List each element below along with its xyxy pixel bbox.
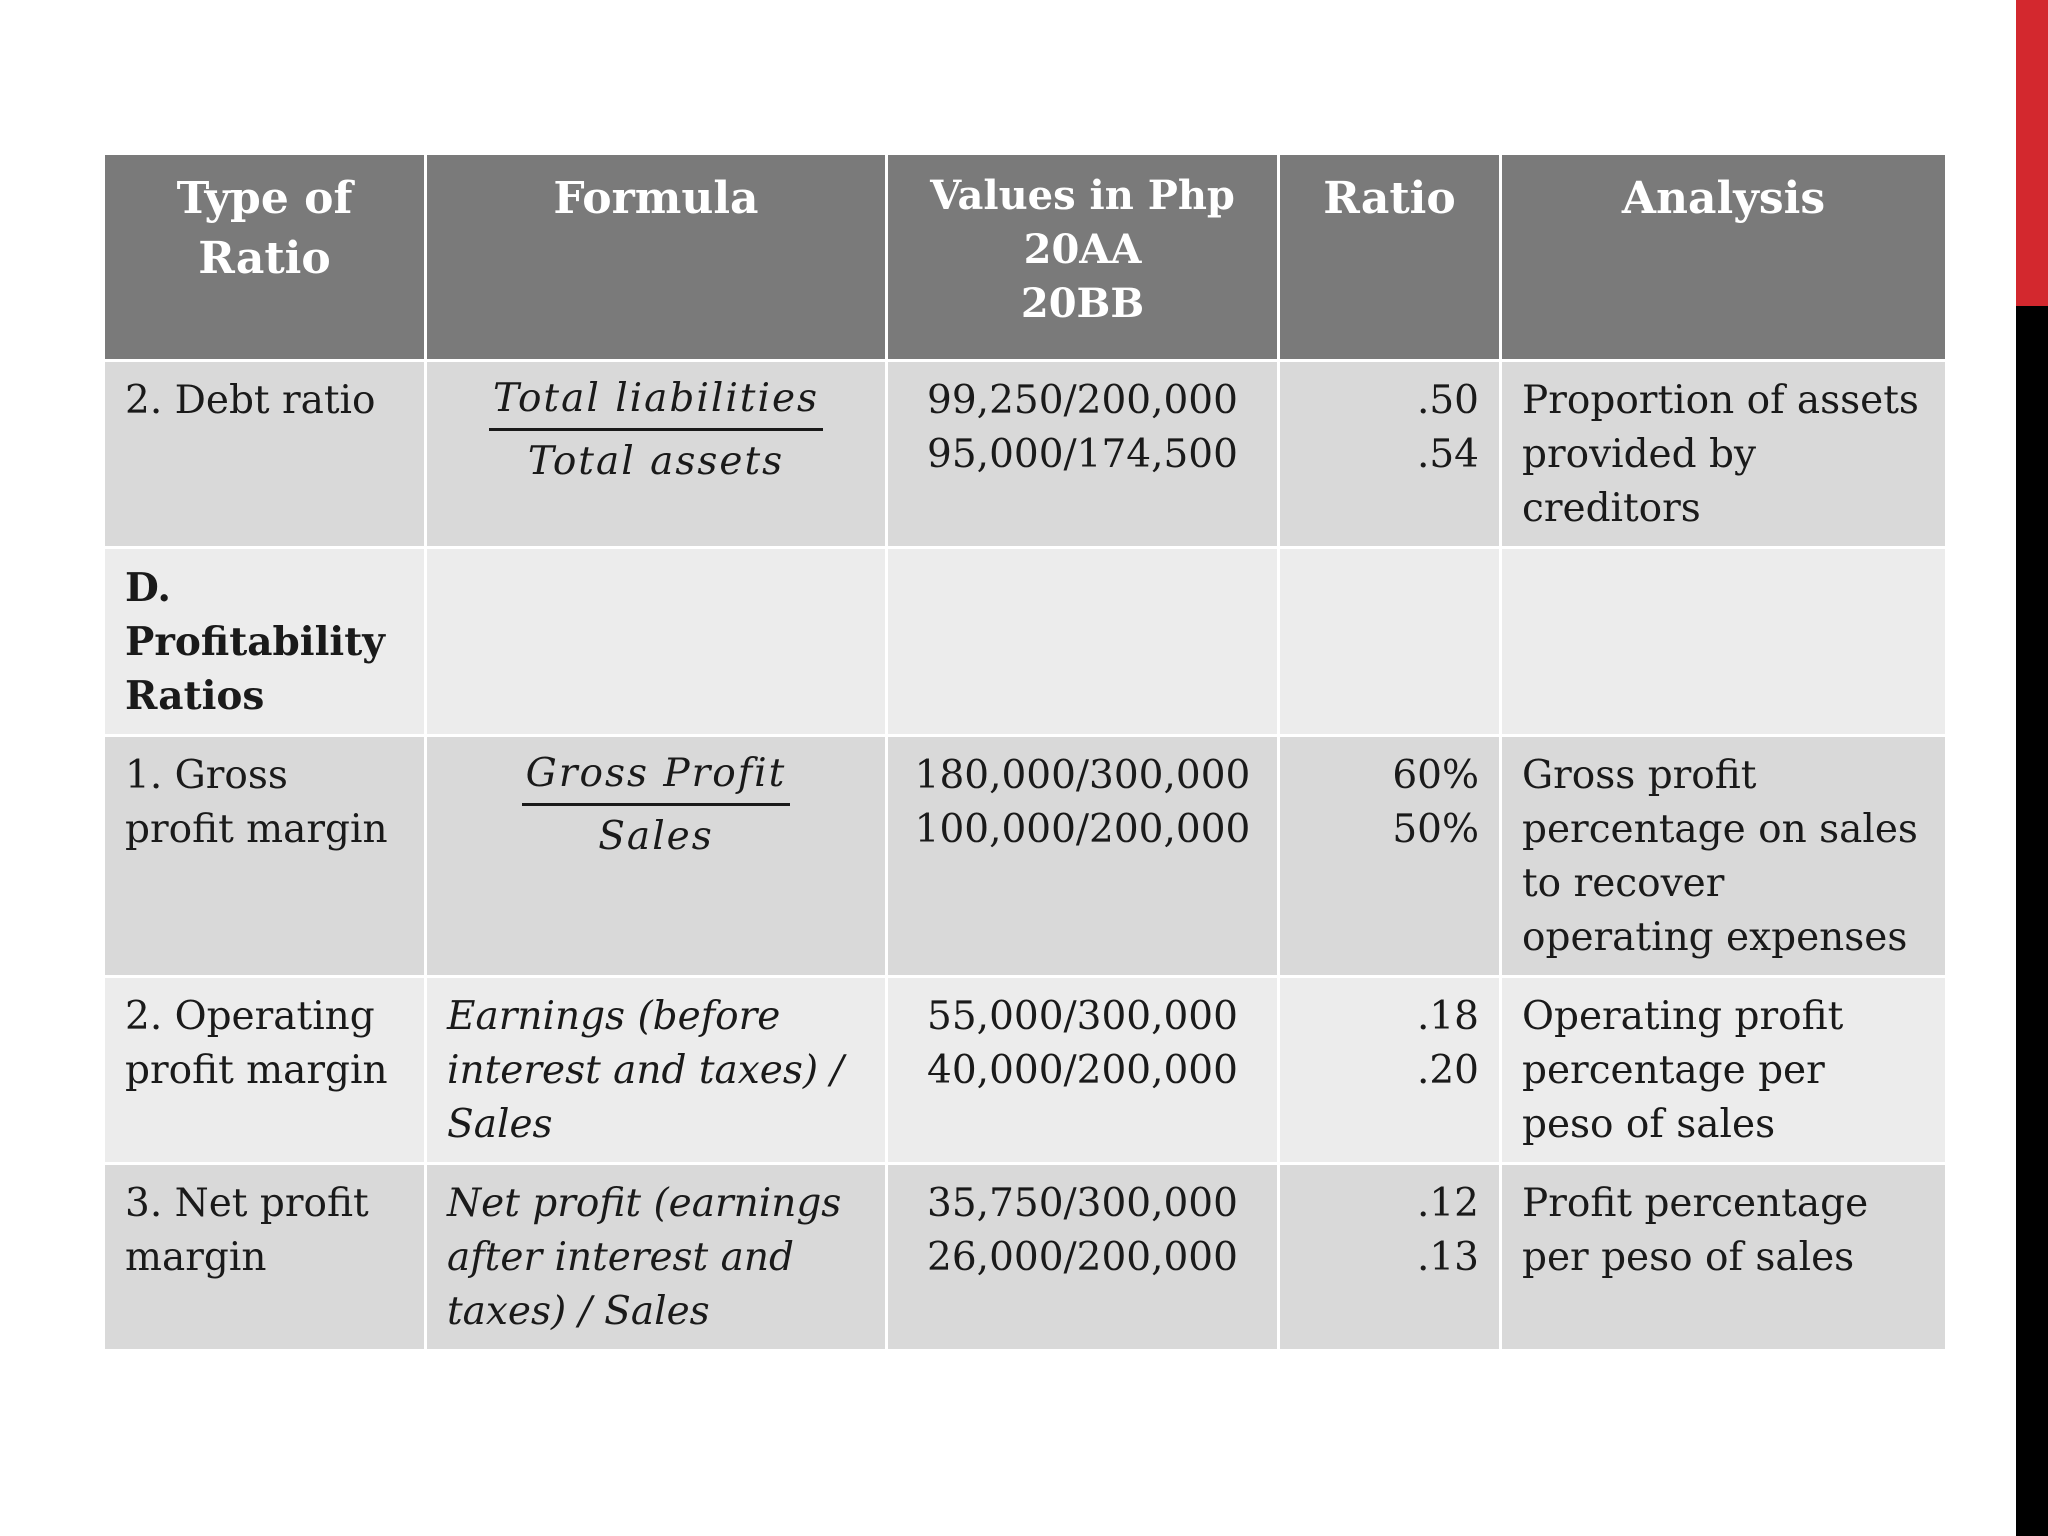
cell-analysis: Gross profit percentage on sales to reco… [1499, 734, 1948, 978]
value-20aa: 180,000/300,000 [914, 753, 1251, 798]
header-formula: Formula [424, 152, 888, 362]
ratio-20aa: .12 [1416, 1181, 1479, 1226]
cell-formula: Net profit (earnings after interest and … [424, 1162, 888, 1352]
cell-type: 1. Gross profit margin [102, 734, 427, 978]
cell-formula: Earnings (before interest and taxes) / S… [424, 975, 888, 1165]
empty-cell [424, 546, 888, 737]
cell-type: 2. Operating profit margin [102, 975, 427, 1165]
value-20aa: 35,750/300,000 [927, 1181, 1238, 1226]
ratio-20bb: .13 [1416, 1235, 1479, 1280]
section-heading: D. Profitability Ratios [102, 546, 427, 737]
formula-denominator: Sales [598, 814, 714, 859]
ratio-20bb: 50% [1392, 807, 1479, 852]
header-values: Values in Php 20AA 20BB [885, 152, 1280, 362]
cell-analysis: Proportion of assets provided by credito… [1499, 359, 1948, 549]
value-20bb: 40,000/200,000 [927, 1048, 1238, 1093]
empty-cell [1277, 546, 1502, 737]
formula-denominator: Total assets [527, 439, 785, 484]
ratio-20aa: 60% [1392, 753, 1479, 798]
ratio-20bb: .20 [1416, 1048, 1479, 1093]
cell-analysis: Operating profit percentage per peso of … [1499, 975, 1948, 1165]
cell-ratio: .50 .54 [1277, 359, 1502, 549]
header-values-title: Values in Php [930, 172, 1235, 219]
slide-accent-black-bar [2016, 306, 2048, 1536]
table-row: 3. Net profit margin Net profit (earning… [102, 1162, 1948, 1352]
header-values-year1: 20AA [1023, 226, 1142, 273]
empty-cell [1499, 546, 1948, 737]
header-ratio: Ratio [1277, 152, 1502, 362]
cell-ratio: 60% 50% [1277, 734, 1502, 978]
cell-type: 3. Net profit margin [102, 1162, 427, 1352]
cell-values: 99,250/200,000 95,000/174,500 [885, 359, 1280, 549]
value-20bb: 100,000/200,000 [914, 807, 1251, 852]
cell-analysis: Profit percentage per peso of sales [1499, 1162, 1948, 1352]
header-analysis: Analysis [1499, 152, 1948, 362]
header-type-of-ratio: Type of Ratio [102, 152, 427, 362]
ratio-20aa: .50 [1416, 378, 1479, 423]
empty-cell [885, 546, 1280, 737]
cell-ratio: .12 .13 [1277, 1162, 1502, 1352]
table-row: 2. Debt ratio Total liabilities Total as… [102, 359, 1948, 549]
ratio-analysis-table: Type of Ratio Formula Values in Php 20AA… [102, 152, 1948, 1352]
ratio-20bb: .54 [1416, 432, 1479, 477]
header-values-year2: 20BB [1020, 280, 1145, 327]
value-20aa: 55,000/300,000 [927, 994, 1238, 1039]
table-header-row: Type of Ratio Formula Values in Php 20AA… [102, 152, 1948, 362]
formula-fraction: Gross Profit Sales [521, 749, 791, 862]
cell-values: 35,750/300,000 26,000/200,000 [885, 1162, 1280, 1352]
cell-values: 180,000/300,000 100,000/200,000 [885, 734, 1280, 978]
cell-formula: Gross Profit Sales [424, 734, 888, 978]
cell-type: 2. Debt ratio [102, 359, 427, 549]
table-row: 1. Gross profit margin Gross Profit Sale… [102, 734, 1948, 978]
slide-accent-red-bar [2016, 0, 2048, 306]
value-20bb: 26,000/200,000 [927, 1235, 1238, 1280]
cell-values: 55,000/300,000 40,000/200,000 [885, 975, 1280, 1165]
table-row: 2. Operating profit margin Earnings (bef… [102, 975, 1948, 1165]
cell-formula: Total liabilities Total assets [424, 359, 888, 549]
ratio-20aa: .18 [1416, 994, 1479, 1039]
value-20aa: 99,250/200,000 [927, 378, 1238, 423]
formula-numerator: Total liabilities [488, 374, 824, 431]
formula-numerator: Gross Profit [521, 749, 791, 806]
section-row: D. Profitability Ratios [102, 546, 1948, 737]
cell-ratio: .18 .20 [1277, 975, 1502, 1165]
value-20bb: 95,000/174,500 [927, 432, 1238, 477]
formula-fraction: Total liabilities Total assets [488, 374, 824, 487]
